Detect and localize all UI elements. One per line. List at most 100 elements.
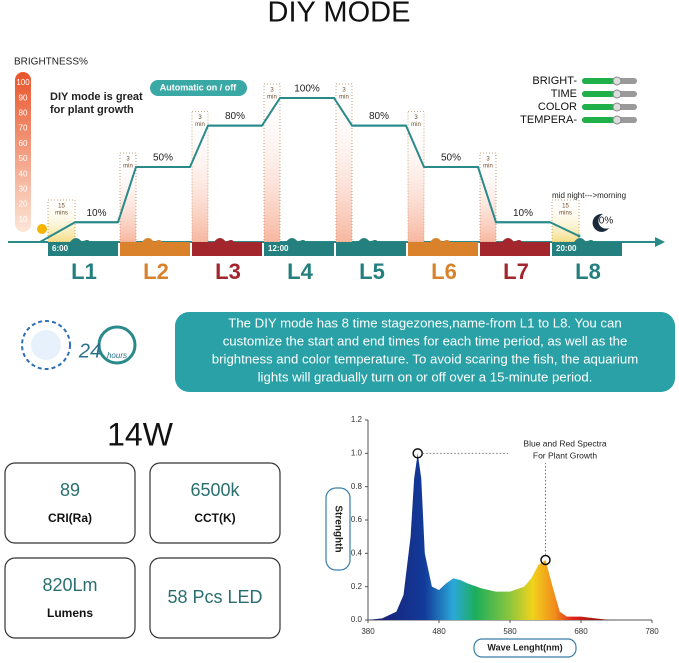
stage-time: 6:00 — [52, 244, 69, 253]
stage-box — [192, 242, 262, 256]
ramp-label: 15 — [562, 204, 569, 210]
control-knob[interactable] — [612, 102, 622, 112]
control-fill — [582, 104, 614, 110]
y-label: Strenghth — [332, 505, 343, 552]
ramp-label: 3 — [414, 115, 418, 121]
stage-box — [48, 242, 118, 256]
y-tick-label: 1.2 — [351, 415, 363, 424]
level-label: 80% — [225, 111, 245, 122]
note-line: for plant growth — [50, 104, 134, 116]
brightness-label: BRIGHTNESS% — [14, 57, 88, 68]
x-label-box — [473, 638, 577, 658]
scale-label: 100 — [16, 78, 30, 87]
auto-button-label[interactable]: Automatic on / off — [160, 82, 237, 92]
ramp-label: 3 — [198, 115, 202, 121]
ramp-label: 3 — [270, 88, 274, 94]
description-line: lights will gradually turn on or off ove… — [258, 369, 593, 384]
spec-value: 6500k — [190, 480, 240, 500]
description-line: customize the start and end times for ea… — [223, 333, 628, 348]
peak-marker — [540, 554, 551, 566]
spec-card — [4, 462, 136, 544]
level-label: 50% — [153, 153, 173, 164]
ramp-label: min — [123, 164, 133, 170]
stage-wave — [358, 238, 378, 242]
x-tick-label: 580 — [503, 627, 517, 636]
ramp-zone — [335, 83, 353, 243]
stage-name: L7 — [503, 259, 529, 284]
description-line: The DIY mode has 8 time stagezones,name-… — [228, 315, 621, 330]
stage-wave — [286, 238, 306, 242]
ramp-zone — [263, 83, 281, 243]
scale-label: 50 — [19, 154, 28, 163]
note-line: DIY mode is great — [50, 91, 143, 103]
spec-card — [149, 557, 281, 639]
ramp-zone — [551, 199, 580, 243]
stage-name: L4 — [287, 259, 313, 284]
stage-wave — [142, 238, 162, 242]
stage-box — [408, 242, 478, 256]
sun-icon — [37, 224, 47, 234]
stage-box — [480, 242, 550, 256]
x-tick-label: 680 — [574, 627, 588, 636]
level-label: 0% — [599, 216, 614, 227]
control-knob[interactable] — [612, 115, 622, 125]
peak-marker — [412, 448, 423, 459]
ramp-label: 3 — [342, 88, 346, 94]
ramp-label: 15 — [58, 204, 65, 210]
spec-value: 820Lm — [42, 575, 97, 595]
y-tick-label: 0.6 — [351, 515, 363, 524]
y-tick-label: 1.0 — [351, 448, 363, 457]
stage-name: L6 — [431, 259, 457, 284]
moon-icon — [592, 213, 609, 232]
spec-card — [149, 462, 281, 544]
scale-label: 30 — [19, 185, 28, 194]
stage-wave — [430, 238, 450, 242]
ramp-label: 3 — [126, 157, 130, 163]
night-label: mid night--->morning — [552, 191, 626, 200]
x-tick-label: 380 — [361, 627, 375, 636]
scale-label: 40 — [19, 169, 28, 178]
ramp-zone — [119, 152, 137, 243]
scale-label: 70 — [19, 124, 28, 133]
cycle-icon — [21, 320, 71, 370]
description-line: brightness and color temperature. To avo… — [212, 351, 638, 366]
ramp-label: min — [411, 122, 421, 128]
control-fill — [582, 91, 614, 97]
level-label: 10% — [513, 208, 533, 219]
control-label: TIME — [551, 88, 577, 100]
spec-label: CCT(K) — [194, 511, 235, 525]
spec-value: 89 — [60, 480, 80, 500]
spec-label: CRI(Ra) — [48, 511, 92, 525]
y-tick-label: 0.2 — [351, 582, 363, 591]
level-label: 100% — [294, 84, 320, 95]
ramp-zone — [191, 111, 209, 243]
level-label: 50% — [441, 153, 461, 164]
stage-time: 12:00 — [268, 244, 289, 253]
description-box — [175, 312, 675, 392]
ramp-label: min — [195, 122, 205, 128]
annotation: For Plant Growth — [533, 450, 598, 460]
level-label: 80% — [369, 111, 389, 122]
stage-box — [120, 242, 190, 256]
power: 14W — [107, 416, 174, 452]
stage-name: L5 — [359, 259, 385, 284]
scale-label: 90 — [19, 93, 28, 102]
spec-label: Lumens — [47, 606, 93, 620]
brightness-line — [10, 97, 580, 243]
stage-box — [336, 242, 406, 256]
control-knob[interactable] — [612, 76, 622, 86]
scale-label: 80 — [19, 109, 28, 118]
ramp-label: 3 — [486, 157, 490, 163]
stage-name: L2 — [143, 259, 169, 284]
y-label-box — [325, 487, 351, 571]
ramp-label: min — [267, 95, 277, 101]
level-label: 10% — [86, 208, 106, 219]
auto-button[interactable] — [150, 80, 247, 96]
stage-wave — [502, 238, 522, 242]
control-knob[interactable] — [612, 89, 622, 99]
stage-wave — [214, 238, 234, 242]
annotation: Blue and Red Spectra — [523, 438, 606, 448]
ramp-label: mins — [559, 211, 572, 217]
spectrum-area — [368, 453, 652, 620]
